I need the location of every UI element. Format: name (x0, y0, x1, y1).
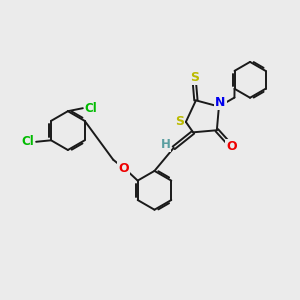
Text: O: O (226, 140, 237, 154)
Text: N: N (215, 97, 226, 110)
Text: S: S (190, 70, 199, 84)
Text: Cl: Cl (85, 102, 97, 115)
Text: O: O (118, 162, 129, 175)
Text: S: S (176, 116, 184, 128)
Text: Cl: Cl (22, 135, 34, 148)
Text: H: H (160, 138, 170, 152)
